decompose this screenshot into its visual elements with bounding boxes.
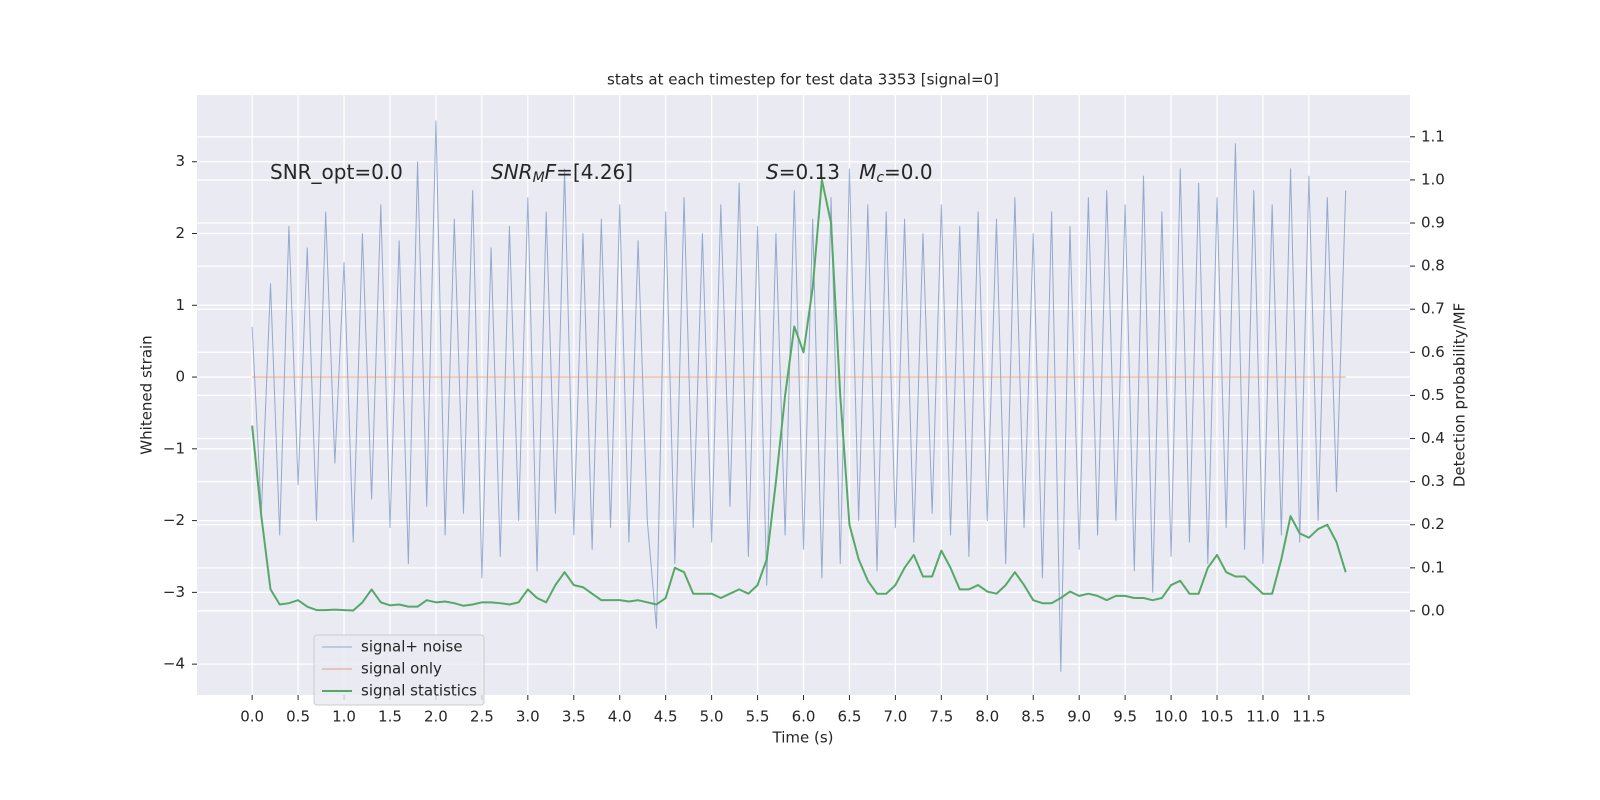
x-tick-label: 3.5 [562,708,586,726]
y2-axis-label: Detection probability/MF [1451,303,1469,487]
legend-label: signal+ noise [361,638,463,656]
x-axis-label: Time (s) [772,729,834,747]
y2-tick-label: 1.1 [1421,127,1445,145]
annotation-part: SNR [491,160,533,184]
y2-tick-label: 0.6 [1421,343,1445,361]
x-tick-label: 8.0 [975,708,999,726]
y-tick-label: −3 [163,583,185,601]
x-tick-label: 0.5 [286,708,310,726]
annotation-part: S [766,160,779,184]
x-tick-label: 5.5 [746,708,770,726]
y-tick-label: 0 [175,368,185,386]
y2-tick-label: 0.3 [1421,472,1445,490]
x-tick-label: 9.5 [1113,708,1137,726]
y-tick-label: −2 [163,511,185,529]
x-tick-label: 2.0 [424,708,448,726]
annotation: S=0.13 Mc=0.0 [766,160,933,187]
y2-tick-label: 0.9 [1421,214,1445,232]
x-tick-label: 10.5 [1200,708,1233,726]
y-tick-label: 3 [175,152,185,170]
y2-tick-label: 0.1 [1421,558,1445,576]
x-tick-label: 1.5 [378,708,402,726]
annotation-part: SNR_opt=0.0 [270,160,403,184]
x-tick-label: 11.0 [1246,708,1279,726]
legend-label: signal only [361,660,442,678]
y-axis-label: Whitened strain [138,335,156,454]
y2-tick-label: 0.0 [1421,601,1445,619]
annotation-part: M [859,160,876,184]
series-line [251,120,1347,672]
x-tick-label: 5.0 [700,708,724,726]
x-tick-label: 9.0 [1067,708,1091,726]
legend-label: signal statistics [361,682,477,700]
x-tick-label: 4.5 [654,708,678,726]
x-tick-label: 7.5 [929,708,953,726]
y2-tick-label: 0.7 [1421,300,1445,318]
x-tick-label: 6.0 [792,708,816,726]
x-tick-label: 2.5 [470,708,494,726]
x-tick-label: 3.0 [516,708,540,726]
annotation: SNRMF=[4.26] [491,160,633,187]
y2-tick-label: 0.4 [1421,429,1445,447]
y-tick-label: −1 [163,439,185,457]
annotation-part: F [545,160,557,184]
x-tick-label: 4.0 [608,708,632,726]
y2-tick-label: 1.0 [1421,170,1445,188]
annotation: SNR_opt=0.0 [270,160,403,184]
x-tick-label: 1.0 [332,708,356,726]
y2-tick-label: 0.5 [1421,386,1445,404]
annotation-part: =0.13 [779,160,859,184]
series-line [251,178,1347,612]
x-tick-label: 11.5 [1292,708,1325,726]
x-tick-label: 0.0 [240,708,264,726]
x-tick-label: 7.0 [883,708,907,726]
y-tick-label: 1 [175,296,185,314]
legend: signal+ noise signal only signal statistic… [313,634,485,706]
x-tick-label: 6.5 [838,708,862,726]
chart-title: stats at each timestep for test data 335… [607,71,999,89]
annotation-part: c [876,170,884,186]
legend-box [313,634,485,706]
annotation-part: M [533,170,545,186]
x-tick-label: 8.5 [1021,708,1045,726]
y-tick-label: −4 [163,655,185,673]
x-tick-label: 10.0 [1154,708,1187,726]
annotation-part: =[4.26] [556,160,633,184]
y2-tick-label: 0.8 [1421,257,1445,275]
y-tick-label: 2 [175,224,185,242]
annotation-part: =0.0 [884,160,933,184]
y2-tick-label: 0.2 [1421,515,1445,533]
